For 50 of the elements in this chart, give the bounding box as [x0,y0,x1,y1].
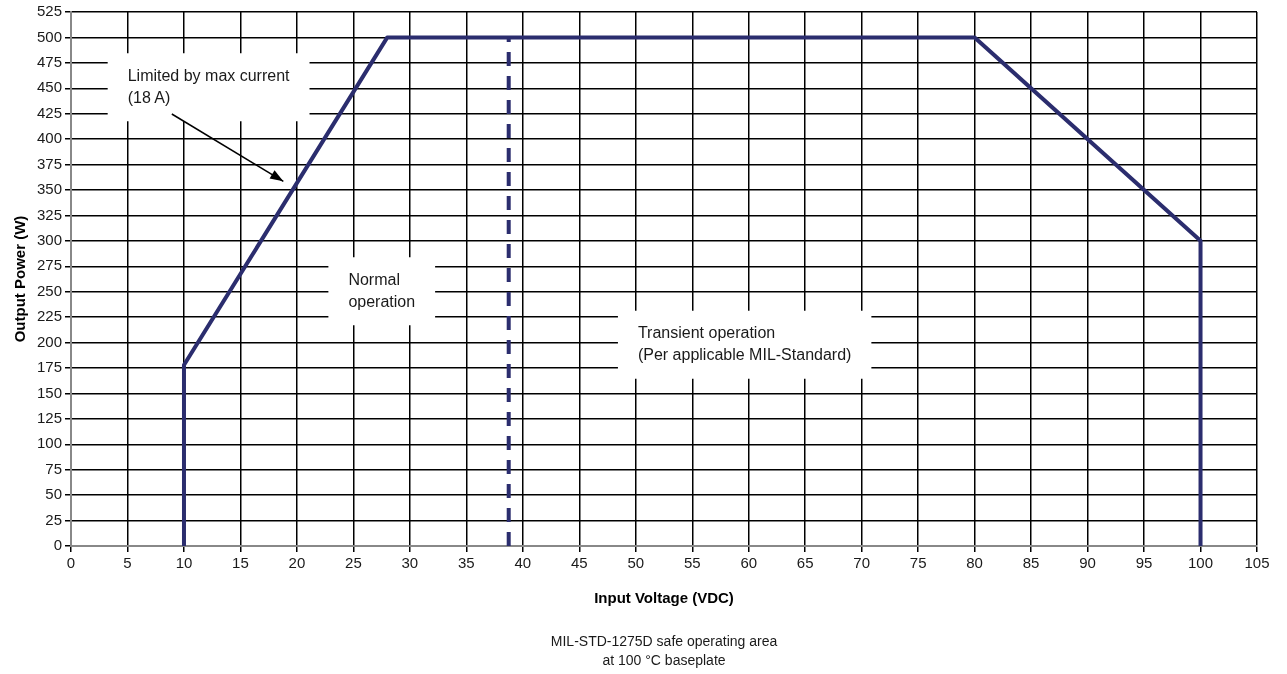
x-tick-label: 80 [966,554,983,572]
x-axis-title: Input Voltage (VDC) [594,589,734,607]
x-tick-label: 55 [683,554,701,572]
x-tick-label: 0 [66,554,76,572]
y-tick-label: 50 [45,485,63,503]
text: MIL-STD-1275D safe operating area at 100 °C baseplate [550,632,778,668]
y-tick-label: 275 [37,256,63,274]
annotation: Normal operation [348,270,416,310]
x-tick-label: 20 [288,554,306,572]
y-tick-label: 325 [37,205,63,223]
y-tick-label: 475 [37,53,63,70]
x-tick-label: 60 [740,554,758,572]
y-tick-label: 0 [53,536,63,554]
y-tick-label: 100 [37,434,63,452]
annotation: Limited by max current (18 A) [127,66,291,106]
y-tick-label: 500 [37,27,63,45]
y-tick-label: 225 [37,307,63,325]
x-tick-label: 70 [853,554,871,572]
y-tick-label: 175 [37,358,63,376]
x-tick-label: 15 [232,554,249,572]
y-tick-label: 75 [45,459,63,477]
y-tick-label: 525 [37,2,63,20]
x-tick-label: 65 [796,554,814,572]
x-tick-label: 100 [1188,554,1214,572]
annotation: Transient operation (Per applicable MIL-Standard) [637,324,852,364]
x-tick-label: 45 [570,554,588,572]
x-tick-label: 10 [175,554,193,572]
x-tick-label: 25 [345,554,362,572]
y-tick-label: 200 [37,332,63,350]
x-tick-label: 50 [627,554,645,572]
x-tick-label: 95 [1135,554,1153,572]
x-tick-label: 105 [1244,554,1270,572]
y-tick-label: 25 [45,510,63,528]
y-tick-label: 350 [37,180,63,198]
y-axis-title: Output Power (W) [11,215,29,343]
y-tick-label: 125 [37,409,63,426]
y-tick-label: 375 [37,154,63,172]
y-tick-label: 300 [37,231,63,248]
y-tick-label: 250 [37,281,63,299]
y-tick-label: 425 [37,103,63,121]
x-tick-label: 75 [909,554,927,572]
x-tick-label: 40 [514,554,532,572]
y-tick-label: 450 [37,78,63,96]
x-tick-label: 35 [458,554,475,572]
y-tick-label: 400 [37,129,63,147]
x-tick-label: 30 [401,554,419,572]
x-tick-label: 90 [1079,554,1096,572]
y-tick-label: 150 [37,383,63,401]
x-tick-label: 85 [1022,554,1040,572]
x-tick-label: 5 [123,554,132,572]
